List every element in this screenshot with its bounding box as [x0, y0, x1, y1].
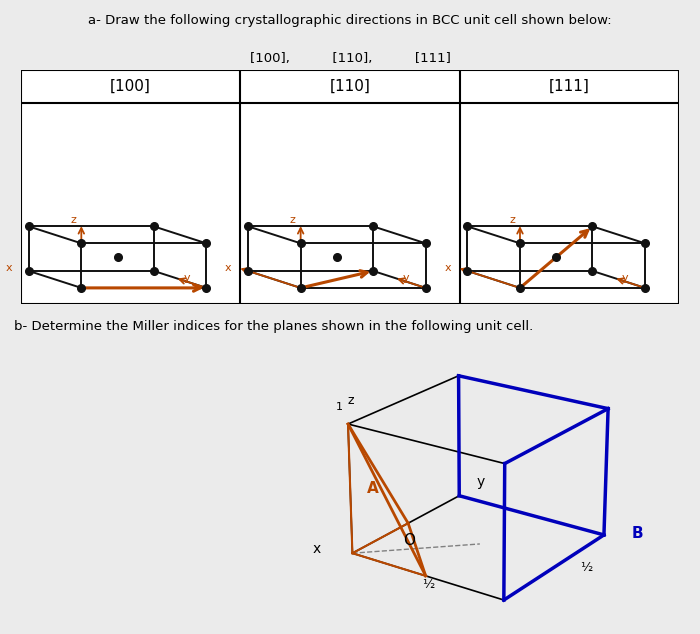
- Text: [110]: [110]: [330, 79, 370, 94]
- Text: z: z: [290, 216, 295, 226]
- Text: [100],          [110],          [111]: [100], [110], [111]: [250, 53, 450, 65]
- Text: y: y: [183, 273, 190, 283]
- Text: z: z: [71, 216, 76, 226]
- Text: y: y: [622, 273, 629, 283]
- Text: y: y: [402, 273, 409, 283]
- Text: [111]: [111]: [549, 79, 590, 94]
- Text: z: z: [509, 216, 515, 226]
- Text: [100]: [100]: [110, 79, 151, 94]
- Text: x: x: [6, 263, 12, 273]
- Text: x: x: [444, 263, 451, 273]
- Text: a- Draw the following crystallographic directions in BCC unit cell shown below:: a- Draw the following crystallographic d…: [88, 14, 612, 27]
- Text: x: x: [225, 263, 232, 273]
- Text: b- Determine the Miller indices for the planes shown in the following unit cell.: b- Determine the Miller indices for the …: [14, 320, 533, 333]
